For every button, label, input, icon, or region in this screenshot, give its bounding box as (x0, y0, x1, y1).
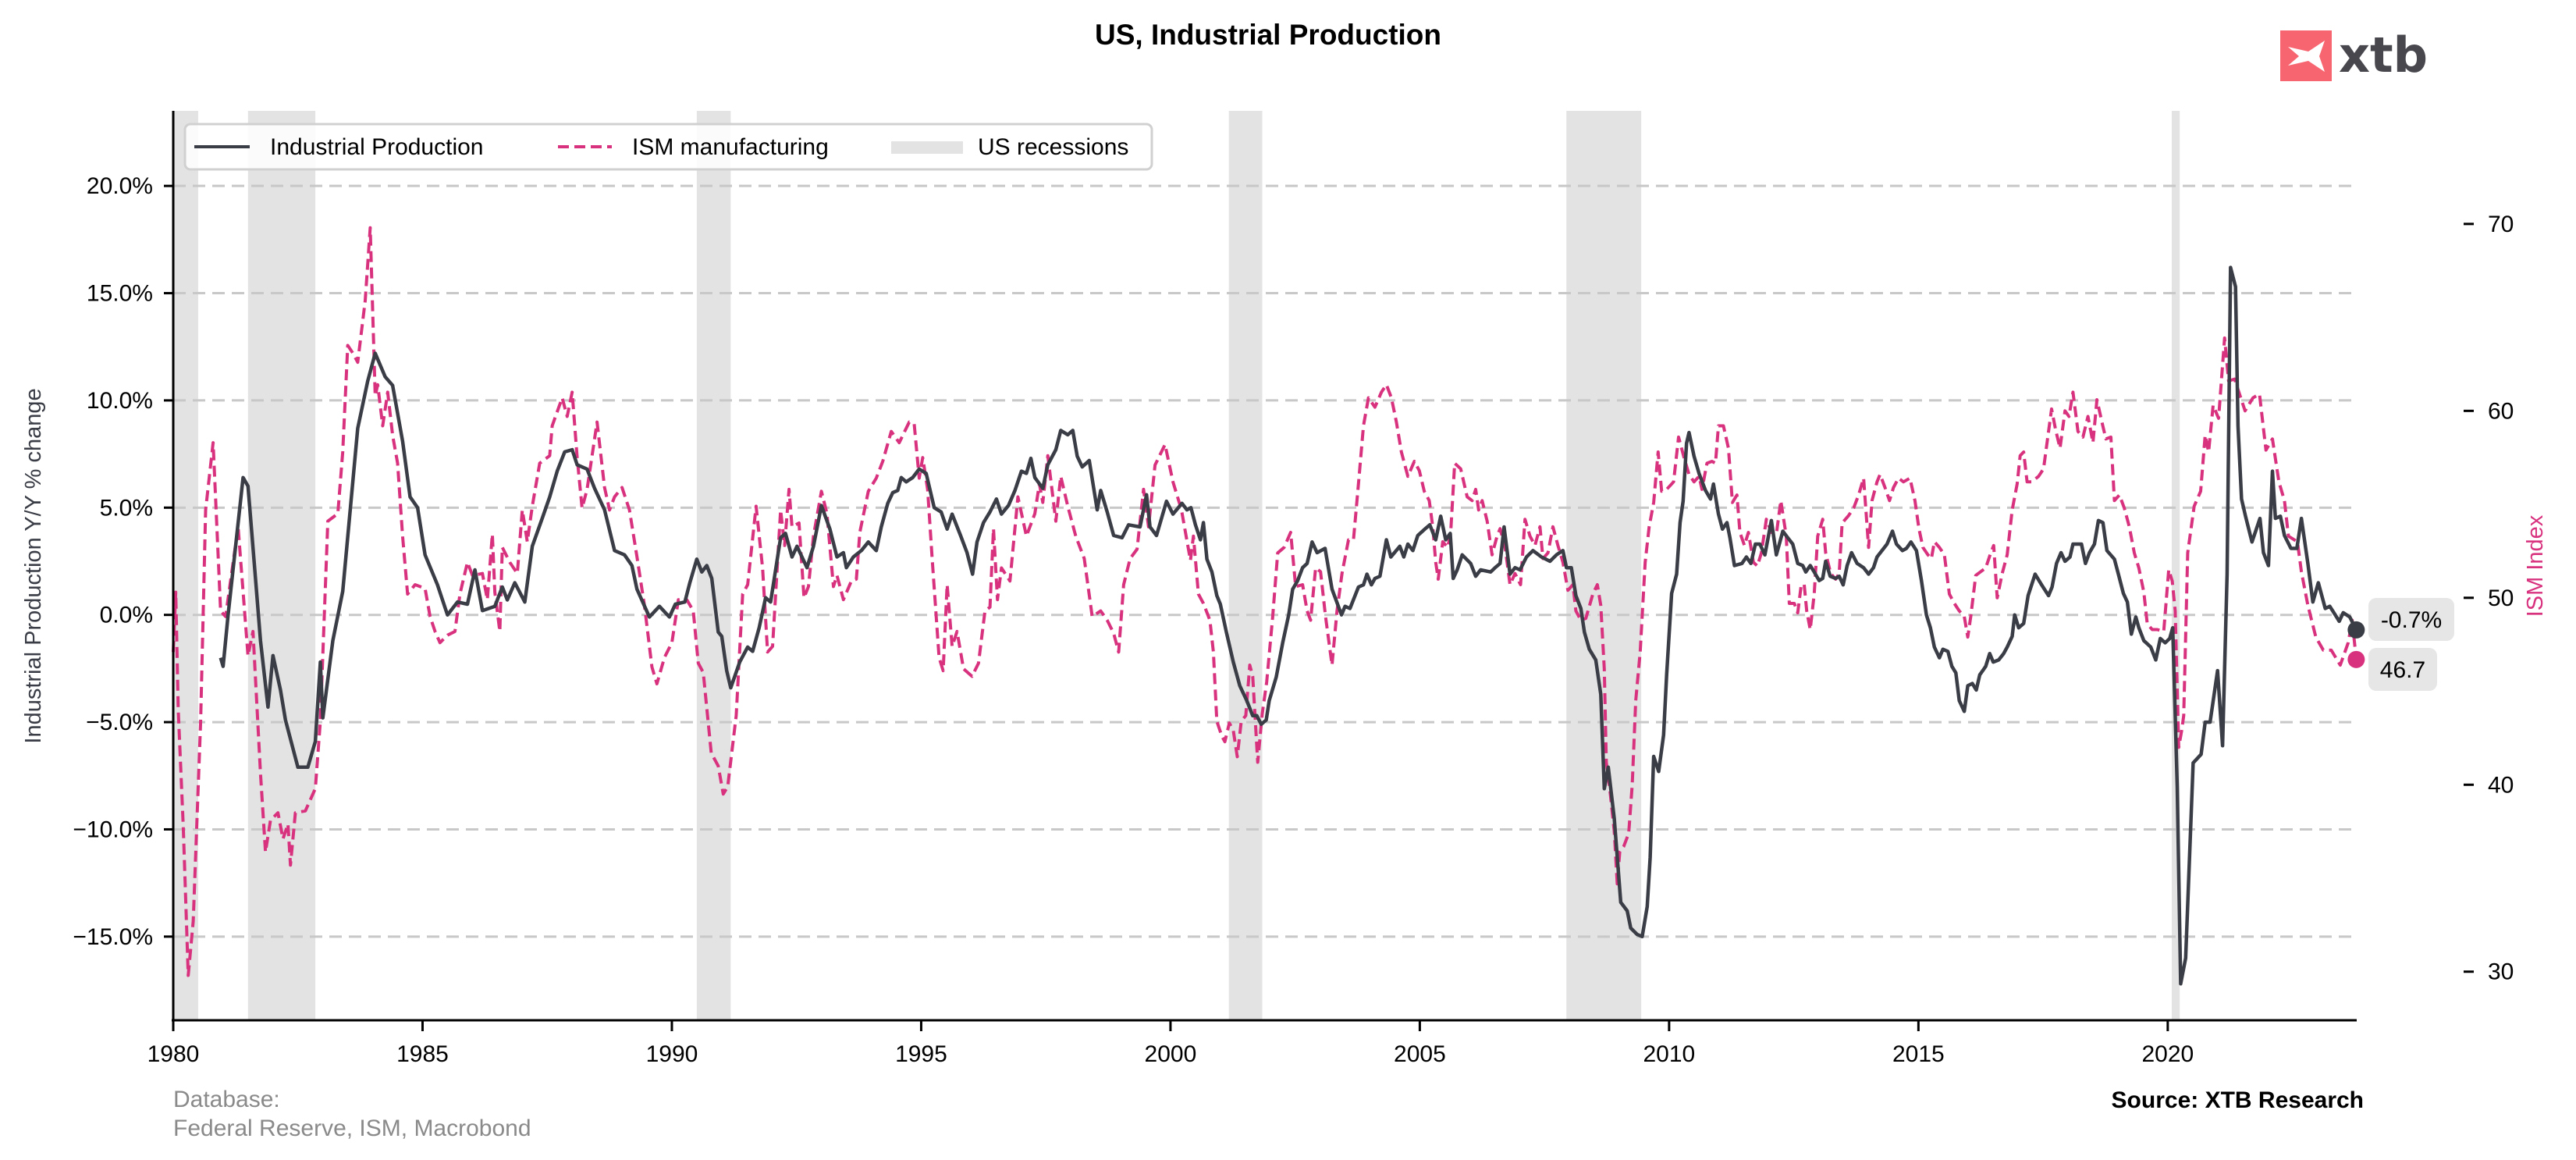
recession-bands (173, 111, 2180, 1020)
ism-end-label-box (2368, 648, 2437, 691)
legend-box (183, 123, 1153, 171)
logo-x-icon (2288, 41, 2325, 72)
y2-tick-label: 40 (2488, 772, 2514, 798)
y-tick-label: 20.0% (87, 173, 153, 199)
y-tick-label: 5.0% (100, 495, 153, 521)
footer-source: Source: XTB Research (2112, 1087, 2364, 1113)
x-tick-label: 2000 (1145, 1041, 1197, 1067)
ip-end-marker (2347, 621, 2365, 639)
legend-recession-label: US recessions (978, 134, 1128, 160)
recession-band (696, 111, 731, 1020)
y-tick-label: 15.0% (87, 281, 153, 307)
x-tick-label: 2005 (1394, 1041, 1446, 1067)
y-tick-label: 0.0% (100, 603, 153, 628)
x-tick-label: 1985 (396, 1041, 449, 1067)
x-tick-label: 1980 (147, 1041, 200, 1067)
x-tick-label: 2010 (1643, 1041, 1696, 1067)
footer-database-sources: Federal Reserve, ISM, Macrobond (173, 1116, 531, 1141)
industrial-production-line (219, 265, 2358, 986)
left-y-axis-label: Industrial Production Y/Y % change (21, 388, 46, 743)
y-tick-label: −15.0% (73, 924, 153, 950)
end-value-labels: -0.7% 46.7 (2347, 598, 2454, 691)
chart-title: US, Industrial Production (1095, 19, 1441, 51)
logo-text: xtb (2339, 27, 2428, 84)
x-tick-label: 1990 (646, 1041, 698, 1067)
y-tick-label: 10.0% (87, 388, 153, 414)
recession-band (1228, 111, 1263, 1020)
right-y-ticks: 30 40 50 60 70 (2464, 212, 2514, 985)
legend-ip-label: Industrial Production (270, 134, 484, 160)
recession-band (1566, 111, 1642, 1020)
gridlines (173, 184, 2357, 938)
x-tick-label: 1995 (895, 1041, 947, 1067)
ip-end-label-box (2368, 598, 2454, 641)
legend-recession-patch-icon (891, 141, 963, 154)
y2-tick-label: 30 (2488, 959, 2514, 985)
xtb-logo: xtb (2280, 27, 2428, 84)
x-ticks: 1980 1985 1990 1995 2000 2005 2010 2015 2020 (147, 1020, 2194, 1067)
ism-end-marker (2347, 650, 2365, 668)
ip-end-label: -0.7% (2381, 607, 2442, 633)
left-y-ticks: −15.0% −10.0% −5.0% 0.0% 5.0% 10.0% 15.0% 20.0% (73, 173, 173, 950)
y2-tick-label: 70 (2488, 212, 2514, 237)
ism-manufacturing-line (172, 226, 2358, 977)
ism-end-label: 46.7 (2380, 657, 2425, 683)
recession-band (2171, 111, 2180, 1020)
legend-ism-label: ISM manufacturing (632, 134, 829, 160)
footer-database-label: Database: (173, 1087, 280, 1112)
y-tick-label: −10.0% (73, 817, 153, 842)
y2-tick-label: 60 (2488, 398, 2514, 424)
x-tick-label: 2015 (1892, 1041, 1945, 1067)
legend: Industrial Production ISM manufacturing … (183, 123, 1153, 171)
right-y-axis-label: ISM Index (2523, 514, 2548, 617)
y-tick-label: −5.0% (86, 710, 153, 735)
series-lines (172, 226, 2358, 986)
x-tick-label: 2020 (2141, 1041, 2194, 1067)
recession-band (247, 111, 316, 1020)
y2-tick-label: 50 (2488, 585, 2514, 611)
